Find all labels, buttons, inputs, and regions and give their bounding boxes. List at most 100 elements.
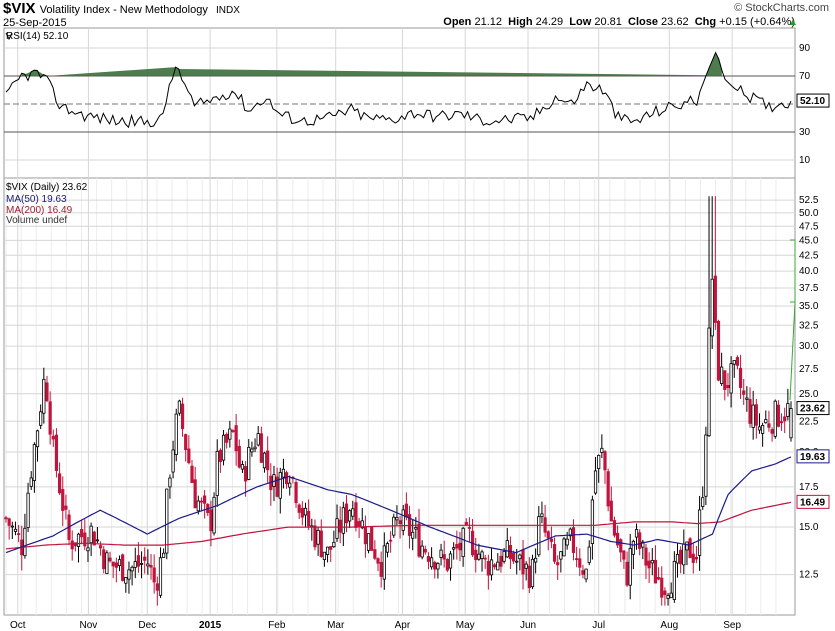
candle-body — [776, 404, 780, 427]
candle-body — [682, 543, 686, 566]
candle-body — [634, 529, 639, 538]
candle-body — [48, 401, 52, 435]
rsi-overbought-fill — [21, 52, 722, 76]
high-label: High — [508, 16, 533, 28]
candle-body — [552, 544, 557, 562]
candle-body — [549, 538, 554, 542]
candle-body — [505, 540, 509, 558]
rsi-legend: RSI(14) 52.10 — [6, 31, 69, 42]
candle-body — [489, 559, 494, 576]
candle-body — [221, 434, 226, 461]
chart-date: 25-Sep-2015 — [3, 17, 67, 29]
candle-body — [32, 444, 36, 481]
candle-body — [7, 518, 11, 526]
candle-body — [95, 539, 100, 542]
candle-body — [297, 504, 301, 513]
y-tick-label: 37.5 — [799, 283, 819, 294]
candle-body — [39, 411, 43, 426]
candle-body — [748, 399, 752, 424]
close-value: 23.62 — [661, 16, 689, 28]
candle-body — [404, 503, 408, 518]
candle-body — [389, 539, 393, 542]
candle-body — [713, 275, 717, 323]
candle-body — [445, 558, 449, 571]
candle-body — [114, 562, 118, 568]
close-label: Close — [628, 16, 658, 28]
candle-body — [35, 430, 40, 448]
candle-body — [382, 545, 386, 580]
candle-body — [187, 448, 191, 464]
candle-body — [338, 519, 342, 533]
candle-body — [486, 561, 490, 576]
y-tick-label: 40.0 — [799, 266, 819, 277]
high-value: 24.29 — [535, 16, 564, 28]
x-tick-label: Dec — [138, 620, 156, 631]
candle-body — [102, 549, 106, 570]
candle-body — [373, 549, 377, 559]
candle-body — [587, 546, 591, 563]
candle-body — [234, 425, 238, 452]
candle-body — [108, 557, 112, 562]
candle-body — [590, 499, 594, 544]
candle-body — [770, 429, 774, 434]
candle-body — [448, 553, 453, 569]
candle-body — [385, 543, 390, 553]
candle-body — [663, 590, 667, 596]
rsi-tick-label: 30 — [799, 127, 811, 138]
candle-body — [559, 551, 563, 560]
candle-body — [480, 551, 484, 559]
candle-body — [534, 557, 538, 563]
rsi-badge-text: 52.10 — [800, 96, 825, 107]
candle-body — [300, 507, 304, 518]
volume-legend: Volume undef — [6, 215, 68, 226]
candle-body — [578, 558, 582, 568]
candle-body — [417, 523, 421, 557]
vix-legend: $VIX (Daily) 23.62 — [6, 182, 88, 193]
candle-body — [278, 472, 282, 499]
candle-body — [411, 531, 415, 539]
candle-body — [764, 419, 768, 424]
candle-body — [779, 421, 784, 424]
candle-body — [133, 561, 137, 568]
candle-body — [29, 477, 33, 487]
candle-body — [474, 549, 478, 561]
candle-body — [155, 583, 159, 591]
candle-body — [17, 533, 21, 536]
candle-body — [751, 404, 755, 428]
candle-body — [4, 517, 8, 520]
y-tick-label: 32.5 — [799, 320, 819, 331]
candle-body — [675, 554, 680, 564]
candle-body — [697, 509, 702, 556]
candle-body — [171, 449, 175, 473]
y-tick-label: 15.0 — [799, 522, 819, 533]
y-tick-label: 35.0 — [799, 301, 819, 312]
candle-body — [209, 509, 213, 532]
high-connector — [789, 301, 796, 401]
candle-body — [70, 540, 74, 550]
candle-body — [329, 546, 333, 550]
candle-body — [641, 541, 645, 548]
candle-body — [42, 378, 46, 414]
candle-body — [436, 562, 440, 570]
candle-body — [644, 547, 648, 566]
candle-body — [701, 497, 705, 507]
candle-body — [51, 435, 55, 440]
candle-body — [439, 549, 443, 558]
candle-body — [111, 561, 115, 567]
candle-body — [152, 567, 156, 583]
y-tick-label: 25.0 — [799, 389, 819, 400]
candle-body — [247, 446, 251, 480]
candle-body — [666, 595, 670, 599]
candle-body — [54, 434, 59, 471]
x-tick-label: Jun — [520, 620, 536, 631]
candle-body — [61, 489, 65, 511]
candle-body — [26, 492, 30, 528]
ma50-line — [5, 456, 792, 554]
candle-body — [685, 541, 689, 551]
candle-body — [401, 509, 405, 531]
y-tick-label: 42.5 — [799, 250, 819, 261]
candle-body — [672, 560, 676, 600]
candle-body — [430, 557, 434, 568]
y-tick-label: 52.5 — [799, 195, 819, 206]
